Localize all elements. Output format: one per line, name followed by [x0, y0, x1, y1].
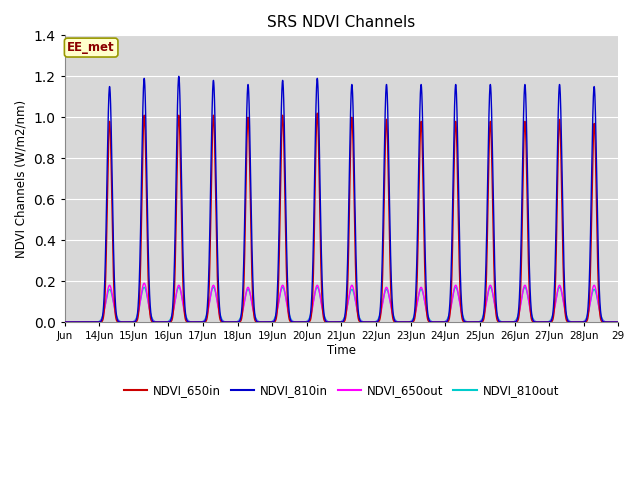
NDVI_810in — [413, 270, 420, 276]
NDVI_650out — [472, 319, 479, 325]
NDVI_650in — [88, 319, 96, 325]
NDVI_650in — [314, 110, 321, 116]
Title: SRS NDVI Channels: SRS NDVI Channels — [268, 15, 415, 30]
Line: NDVI_650out: NDVI_650out — [65, 283, 618, 322]
NDVI_810out — [556, 285, 563, 290]
NDVI_650out — [614, 319, 622, 325]
NDVI_810out — [61, 319, 68, 325]
NDVI_650in — [61, 319, 68, 325]
NDVI_810in — [88, 319, 96, 325]
Y-axis label: NDVI Channels (W/m2/nm): NDVI Channels (W/m2/nm) — [15, 100, 28, 258]
NDVI_650in — [413, 294, 420, 300]
NDVI_810out — [88, 319, 96, 325]
Line: NDVI_810in: NDVI_810in — [65, 76, 618, 322]
NDVI_650in — [388, 312, 396, 318]
NDVI_650in — [614, 319, 622, 325]
NDVI_810in — [501, 319, 509, 325]
NDVI_650out — [413, 305, 420, 311]
NDVI_810out — [413, 304, 420, 310]
NDVI_650out — [388, 311, 396, 317]
NDVI_810out — [388, 309, 396, 315]
NDVI_650out — [88, 319, 96, 325]
NDVI_810in — [388, 300, 396, 306]
NDVI_810out — [614, 319, 622, 325]
Line: NDVI_650in: NDVI_650in — [65, 113, 618, 322]
NDVI_650out — [261, 319, 269, 325]
NDVI_650in — [261, 319, 269, 325]
NDVI_810in — [61, 319, 68, 325]
NDVI_650out — [140, 280, 148, 286]
Line: NDVI_810out: NDVI_810out — [65, 288, 618, 322]
NDVI_650in — [501, 319, 509, 325]
NDVI_650in — [472, 319, 479, 325]
NDVI_810out — [471, 319, 479, 325]
NDVI_810in — [472, 319, 479, 325]
Text: EE_met: EE_met — [67, 41, 115, 54]
NDVI_810in — [175, 73, 182, 79]
X-axis label: Time: Time — [327, 344, 356, 357]
NDVI_810out — [261, 319, 269, 325]
NDVI_810out — [501, 319, 509, 325]
NDVI_650out — [501, 319, 509, 325]
NDVI_810in — [261, 319, 269, 325]
Legend: NDVI_650in, NDVI_810in, NDVI_650out, NDVI_810out: NDVI_650in, NDVI_810in, NDVI_650out, NDV… — [119, 380, 564, 402]
NDVI_810in — [614, 319, 622, 325]
NDVI_650out — [61, 319, 68, 325]
